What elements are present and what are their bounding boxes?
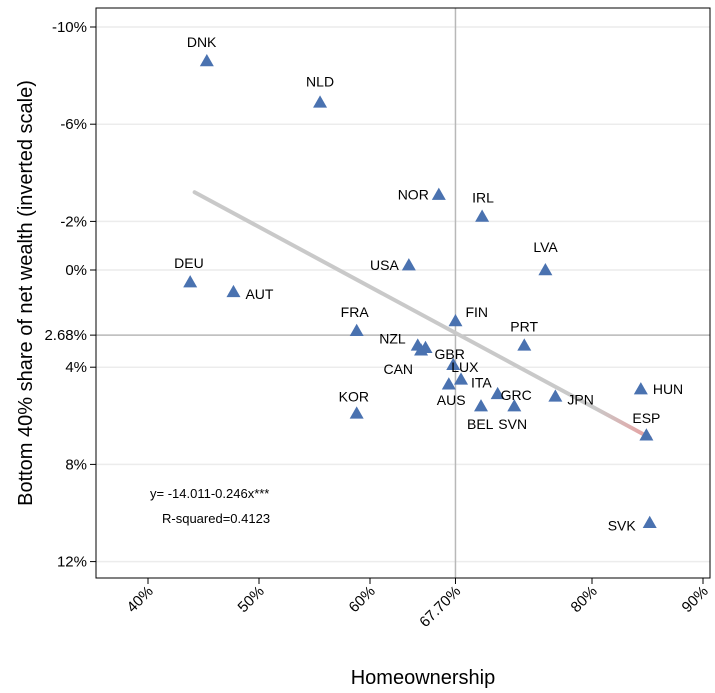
y-tick-label: 8% [65,456,87,473]
point-marker-svk [642,515,657,528]
y-axis-ticks: -10% -6% -2% 0% 2.68% 4% 8% 12% [44,19,96,571]
point-marker-grc [490,386,505,400]
fit-line-group [192,190,652,440]
point-marker-fin [448,314,463,327]
point-label-grc: GRC [501,387,532,403]
x-tick-label: 40% [124,583,157,616]
point-label-jpn: JPN [567,391,593,407]
point-label-nor: NOR [398,187,429,203]
point-label-svk: SVK [608,518,637,534]
y-tick-label: -6% [60,116,87,133]
data-points: DNK NLD NOR IRL LVA USA DEU AUT FRA FIN NZL PRT GBR C… [174,34,683,534]
point-label-lux: LUX [451,359,479,375]
y-tick-label: 4% [65,359,87,376]
point-marker-prt [517,338,532,351]
point-label-gbr: GBR [435,346,465,362]
x-tick-label: 67.70% [416,583,464,631]
point-label-aut: AUT [245,286,273,302]
r-squared-label: R-squared=0.4123 [162,511,270,526]
fit-line [192,190,652,440]
point-label-nzl: NZL [379,330,406,346]
grid [96,26,710,563]
point-marker-dnk [199,54,214,67]
reference-lines [96,8,710,578]
point-marker-lux [446,357,461,371]
regression-equation: y= -14.011-0.246x*** [150,486,269,501]
point-marker-kor [349,406,364,419]
y-tick-label: 2.68% [44,327,87,344]
y-tick-label: 12% [57,554,87,571]
point-marker-aut [226,284,241,298]
point-marker-aus [441,377,456,390]
point-marker-esp [639,428,654,441]
point-label-svn: SVN [498,416,527,432]
x-tick-label: 60% [346,583,379,616]
point-label-fin: FIN [465,304,488,320]
x-tick-label: 50% [235,583,268,616]
point-marker-fra [349,323,364,336]
point-label-dnk: DNK [187,34,217,50]
point-label-deu: DEU [174,255,204,271]
y-axis-title: Bottom 40% share of net wealth (inverted… [15,80,37,506]
point-marker-jpn [548,389,563,402]
point-label-nld: NLD [306,73,334,89]
point-marker-lva [538,263,553,276]
point-marker-nld [313,95,328,108]
point-marker-deu [183,275,198,288]
point-marker-can [414,343,429,356]
point-label-lva: LVA [533,239,558,255]
x-tick-label: 80% [568,583,601,616]
point-marker-hun [633,382,648,395]
point-label-ita: ITA [471,374,492,390]
point-label-aus: AUS [437,392,466,408]
point-marker-nor [431,187,446,200]
x-tick-label: 90% [679,583,712,616]
y-tick-label: -2% [60,213,87,230]
point-marker-bel [474,399,488,412]
x-axis-ticks: 40% 50% 60% 67.70% 80% 90% [124,578,712,631]
point-marker-irl [475,209,490,222]
point-label-prt: PRT [510,318,538,334]
y-tick-label: -10% [52,19,87,36]
plot-frame [95,7,711,579]
point-marker-usa [401,258,416,271]
point-label-hun: HUN [653,381,683,397]
point-label-fra: FRA [341,304,370,320]
x-axis-title: Homeownership [351,667,496,689]
point-label-esp: ESP [632,410,660,426]
point-label-irl: IRL [472,190,494,206]
point-marker-svn [507,399,522,412]
point-label-usa: USA [370,257,399,273]
point-label-can: CAN [383,361,413,377]
point-marker-ita [454,372,469,385]
point-label-kor: KOR [339,388,369,404]
y-tick-label: 0% [65,262,87,279]
point-label-bel: BEL [467,416,494,432]
